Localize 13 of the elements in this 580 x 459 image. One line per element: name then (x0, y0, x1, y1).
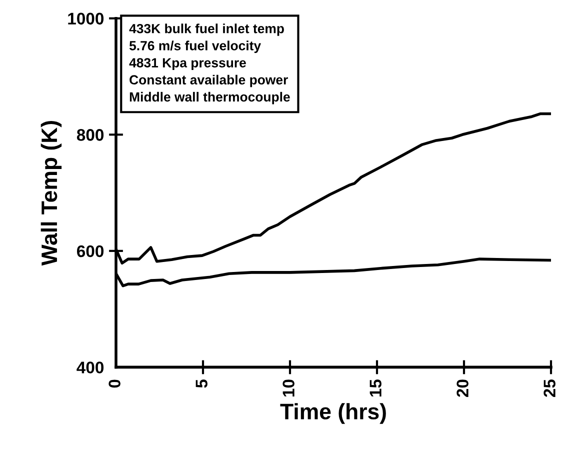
y-tick-label: 800 (76, 129, 104, 141)
x-tick-label: 25 (544, 379, 556, 397)
x-tick-label: 5 (196, 379, 208, 388)
x-tick-label: 0 (108, 380, 120, 388)
x-tick-label: 15 (370, 379, 382, 396)
x-axis-title: Time (hrs) (280, 403, 386, 424)
y-tick-label: 1000 (68, 12, 104, 25)
x-tick-label: 10 (282, 380, 294, 396)
y-axis-title: Wall Temp (K) (40, 121, 62, 266)
y-tick-label: 600 (77, 245, 104, 258)
annotation: 433K bulk fuel inlet temp 5.76 m/s fuel velocity 4831 Kpa pressure Constant available power Middle wall thermocouple (129, 24, 290, 104)
x-tick-label: 20 (456, 380, 468, 397)
y-tick-label: 400 (76, 362, 104, 374)
